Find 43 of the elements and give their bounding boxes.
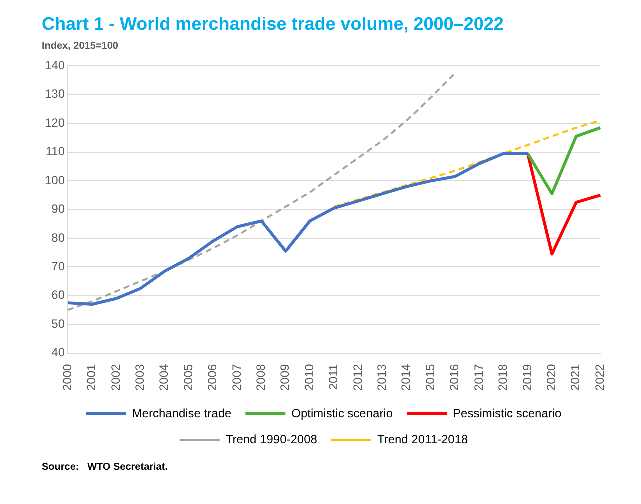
x-tick-label: 2009	[278, 364, 292, 392]
x-tick-label: 2005	[181, 364, 196, 392]
y-tick-label: 40	[52, 346, 66, 360]
x-tick-label: 2008	[254, 364, 268, 392]
y-tick-label: 50	[52, 316, 66, 331]
x-tick-label: 2011	[326, 364, 341, 390]
x-tick-label: 2000	[60, 364, 74, 392]
y-tick-label: 120	[44, 116, 66, 130]
x-tick-label: 2013	[375, 364, 390, 392]
x-tick-label: 2019	[520, 364, 534, 392]
y-tick-label: 90	[52, 202, 66, 216]
y-tick-label: 140	[44, 58, 66, 73]
chart-subtitle: Index, 2015=100	[42, 41, 120, 52]
y-tick-label: 110	[46, 144, 66, 159]
y-tick-label: 70	[52, 259, 66, 274]
legend-label: Optimistic scenario	[292, 406, 394, 420]
x-tick-label: 2021	[568, 364, 583, 392]
x-tick-label: 2002	[108, 364, 123, 392]
legend-label: Trend 1990-2008	[226, 432, 318, 446]
x-tick-label: 2006	[206, 364, 220, 392]
x-tick-label: 2018	[496, 364, 510, 392]
x-tick-label: 2010	[302, 364, 316, 392]
x-tick-label: 2004	[157, 364, 172, 392]
x-tick-label: 2014	[399, 364, 414, 392]
x-tick-label: 2020	[544, 364, 558, 392]
y-tick-label: 130	[44, 87, 66, 102]
y-tick-label: 100	[44, 173, 66, 188]
x-tick-label: 2012	[350, 364, 365, 392]
y-tick-label: 60	[52, 288, 66, 302]
x-tick-label: 2001	[84, 364, 99, 392]
chart-title: Chart 1 - World merchandise trade volume, 2000–2022	[42, 14, 505, 35]
x-tick-label: 2003	[132, 364, 147, 392]
x-tick-label: 2016	[448, 364, 462, 392]
source-note: Source: WTO Secretariat.	[42, 462, 169, 473]
legend-label: Trend 2011-2018	[377, 432, 469, 446]
line-series	[67, 72, 456, 312]
x-tick-label: 2022	[592, 364, 607, 392]
legend-label: Pessimistic scenario	[453, 406, 562, 420]
x-tick-label: 2007	[230, 364, 244, 392]
y-tick-label: 80	[52, 230, 66, 245]
legend-label: Merchandise trade	[132, 406, 232, 420]
x-tick-label: 2015	[423, 364, 438, 392]
x-tick-label: 2017	[472, 364, 486, 392]
